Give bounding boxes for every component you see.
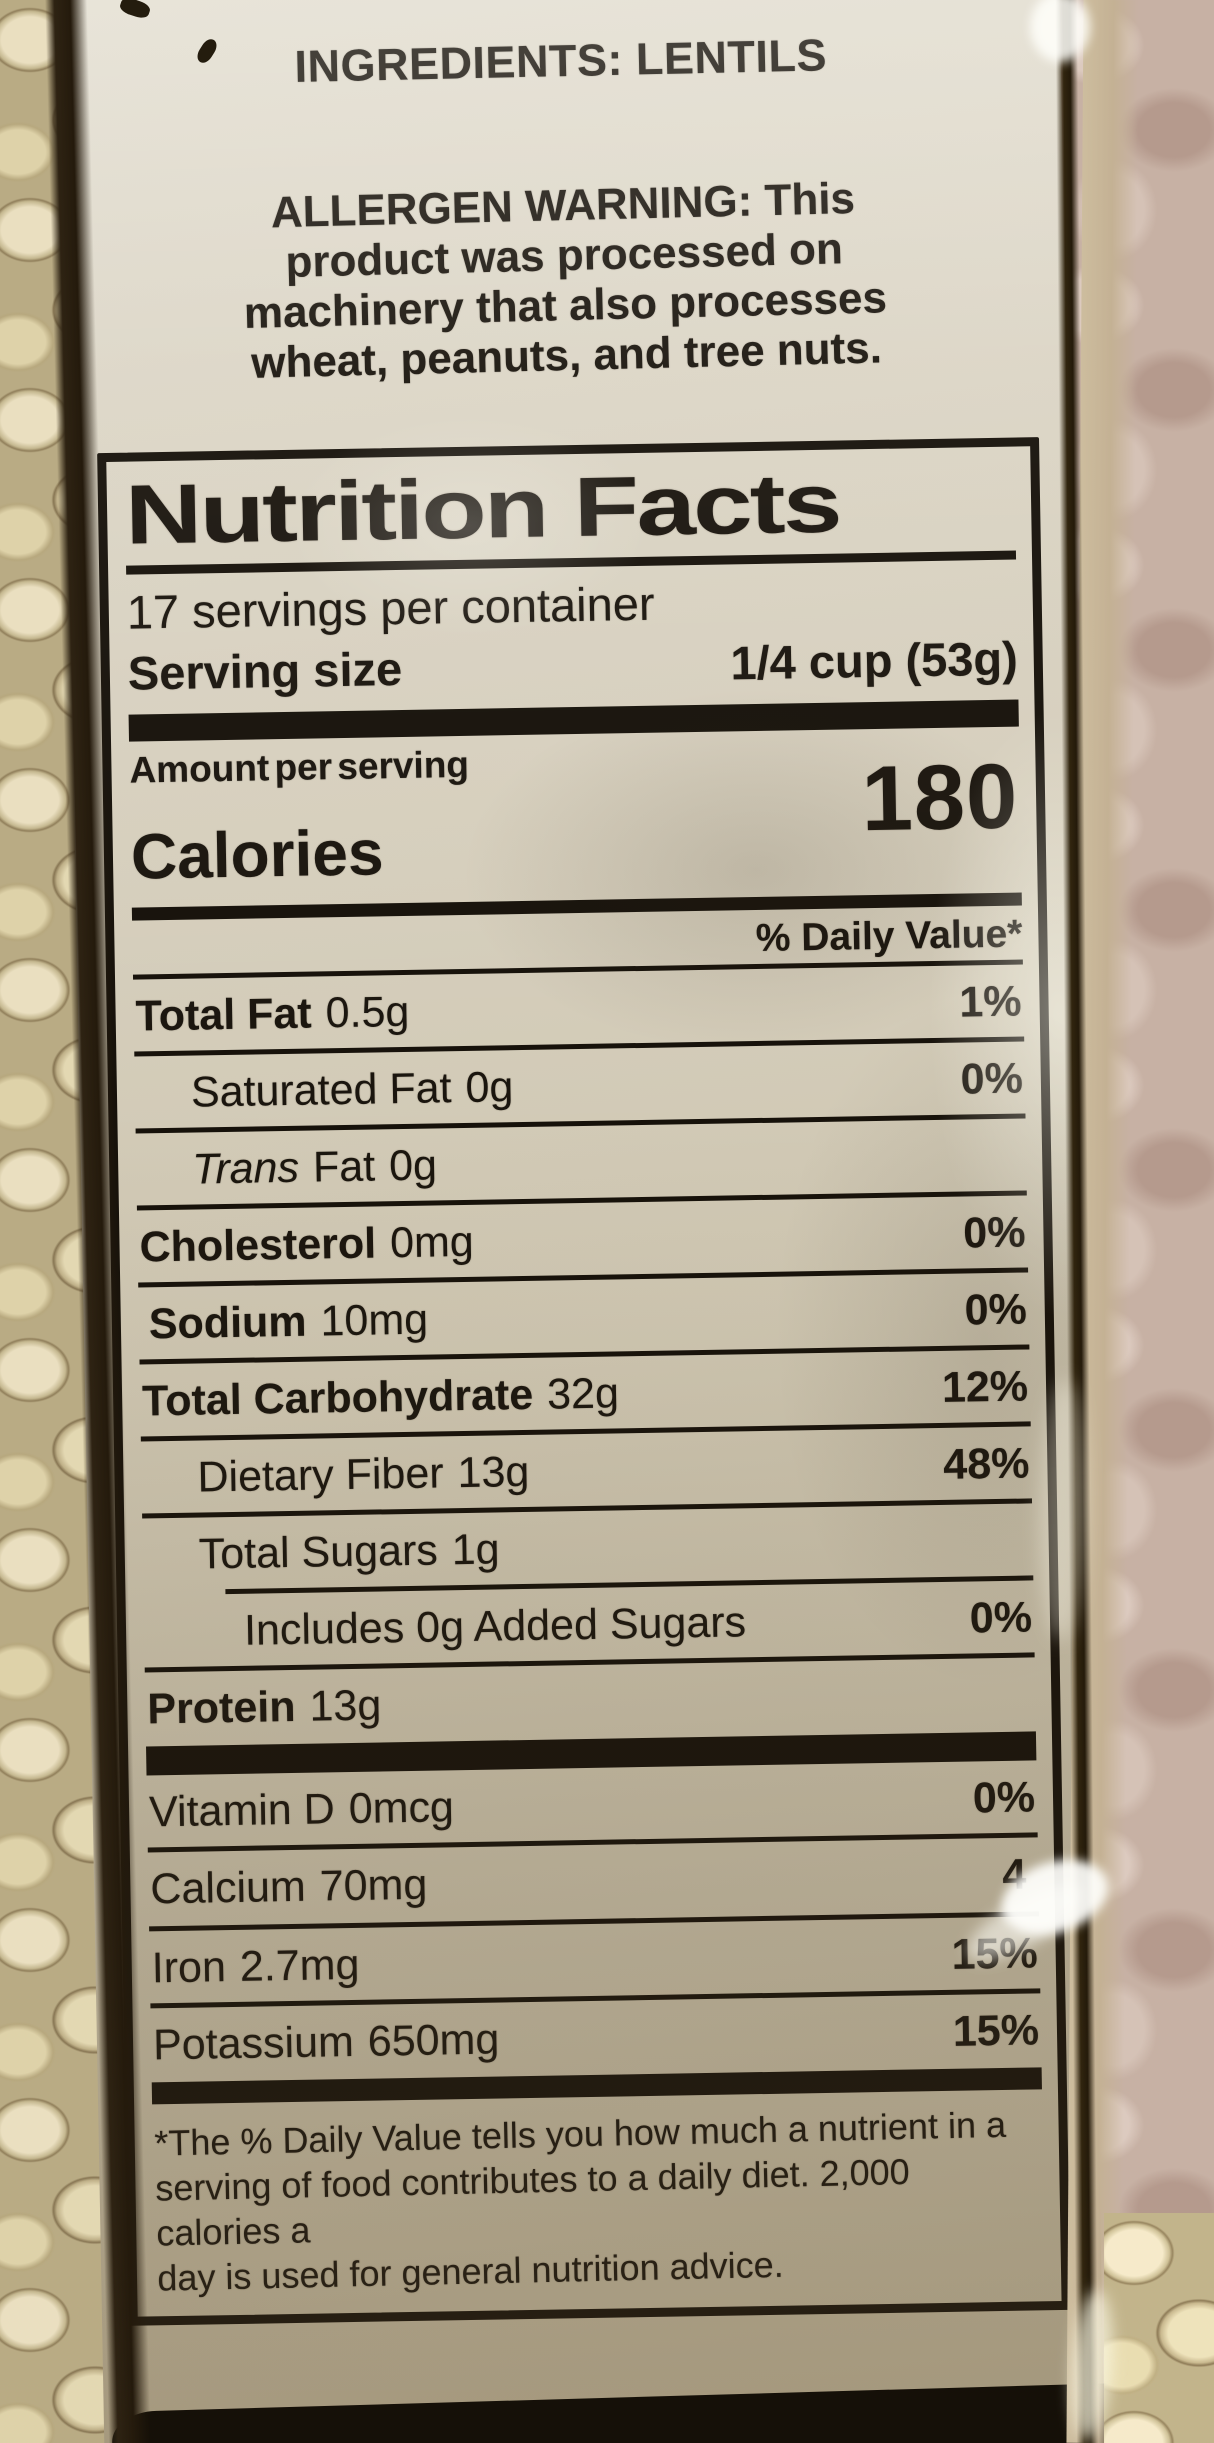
dv-value: 0% — [960, 1054, 1024, 1104]
nutrient-row-protein: Protein 13g — [146, 1681, 382, 1734]
lentils-through-bag-bottom-right — [1104, 2213, 1214, 2443]
dv-value-obscured: 4 — [1001, 1851, 1027, 1899]
daily-value-footnote: *The % Daily Value tells you how much a … — [152, 2087, 1046, 2319]
calories-label: Calories — [130, 816, 385, 893]
dv-value: 0% — [972, 1773, 1036, 1823]
dv-value: 1% — [958, 977, 1022, 1027]
allergen-warning: ALLERGEN WARNING: This product was proce… — [62, 169, 1067, 393]
serving-size-value: 1/4 cup (53g) — [730, 631, 1019, 690]
dv-value: 15% — [951, 1929, 1039, 1979]
dv-value: 0% — [964, 1285, 1028, 1335]
nutrient-row-total-fat: Total Fat 0.5g 1% — [133, 964, 1025, 1057]
micronutrient-row-calcium: Calcium 70mg 4 — [147, 1837, 1040, 1932]
serving-size-label: Serving size — [127, 641, 403, 700]
calories-row: Calories 180 — [130, 746, 1022, 898]
dv-value: 12% — [941, 1362, 1029, 1412]
ingredients-line: INGREDIENTS: LENTILS — [293, 29, 828, 92]
dv-value: 48% — [942, 1439, 1030, 1489]
nutrition-facts-panel: Nutrition Facts 17 servings per containe… — [97, 437, 1071, 2326]
package-label: INGREDIENTS: LENTILS ALLERGEN WARNING: T… — [59, 0, 1124, 2443]
micronutrient-row-potassium: Potassium 650mg 15% — [152, 2006, 1040, 2070]
dv-value: 15% — [952, 2006, 1040, 2056]
calories-value: 180 — [860, 745, 1019, 851]
dv-value: 0% — [962, 1208, 1026, 1258]
bag-artwork-band — [111, 2383, 1124, 2443]
dv-value: 0% — [969, 1593, 1033, 1643]
nutrition-facts-title: Nutrition Facts — [124, 455, 841, 562]
